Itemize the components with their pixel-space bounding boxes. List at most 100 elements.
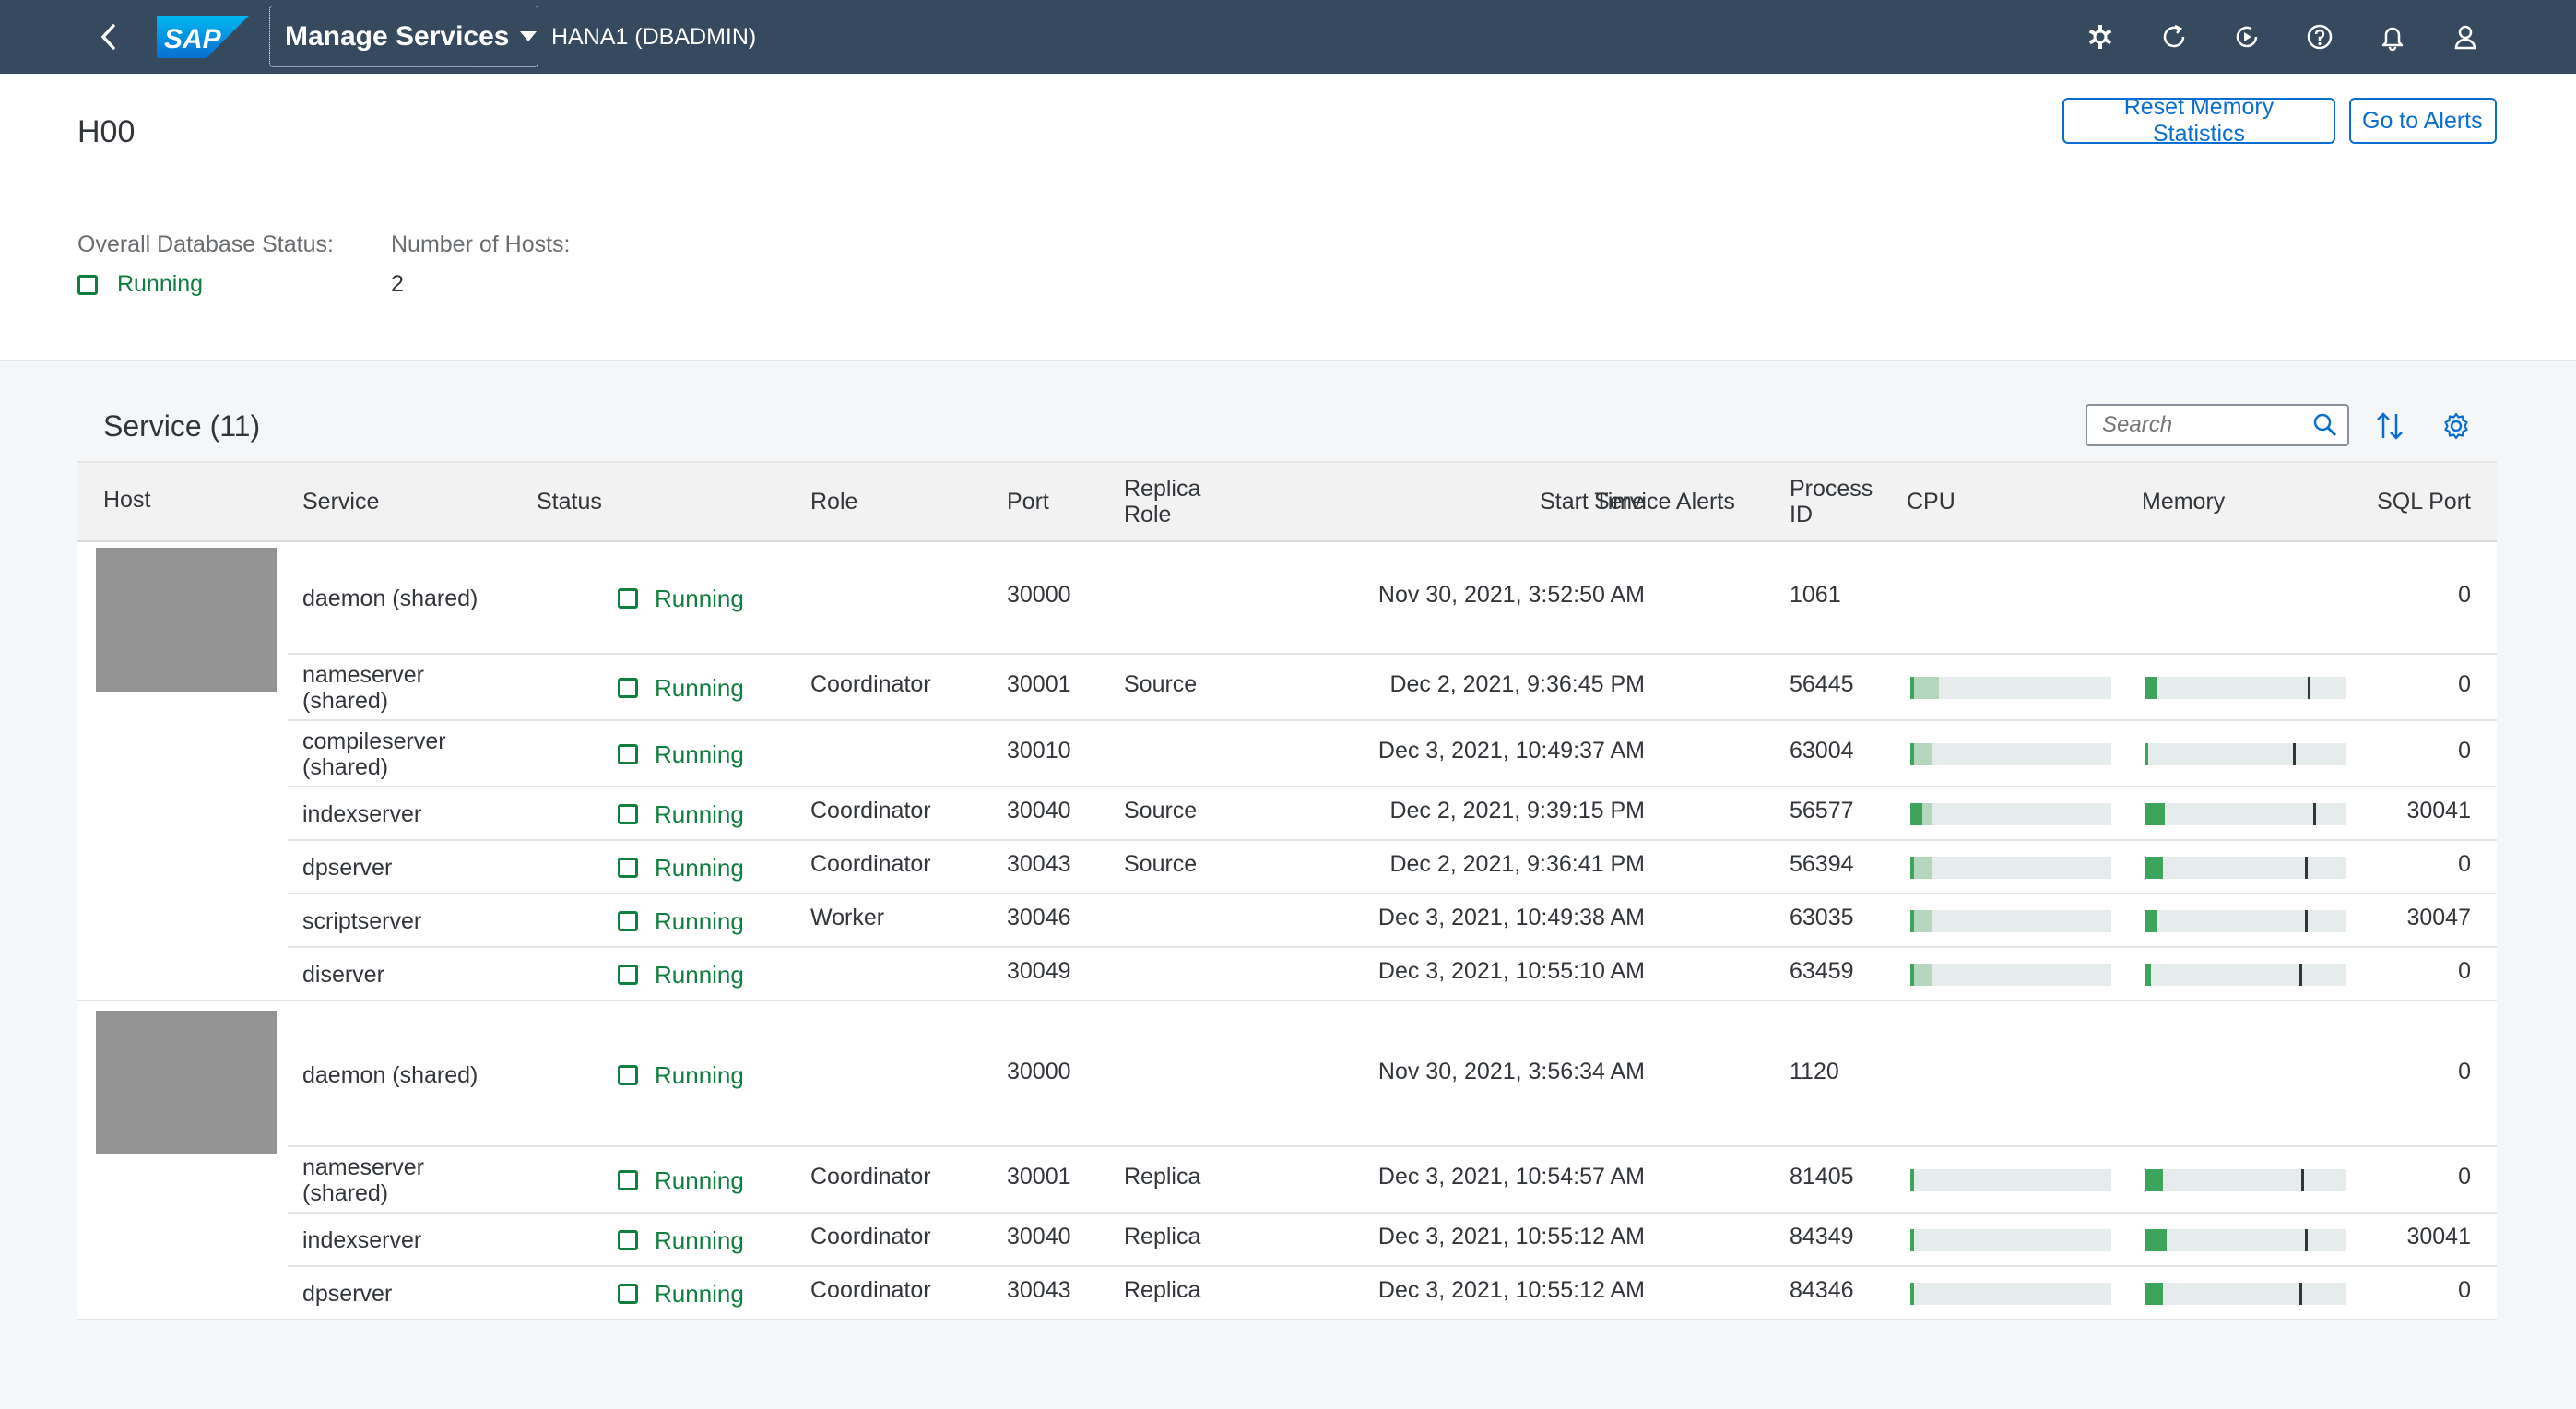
- memory-bar-marker: [2298, 1283, 2302, 1305]
- sort-icon[interactable]: [2371, 408, 2408, 444]
- service-name: diserver: [302, 962, 384, 988]
- col-replica-role[interactable]: Replica Role: [1124, 476, 1200, 527]
- memory-bar-marker: [2305, 1229, 2309, 1251]
- sql-port-cell: 30047: [2406, 905, 2471, 930]
- col-status[interactable]: Status: [537, 489, 602, 515]
- memory-bar: [2145, 1229, 2346, 1251]
- process-id-cell: 63459: [1790, 958, 1854, 984]
- start-time-cell: Dec 2, 2021, 9:36:41 PM: [1389, 851, 1645, 877]
- table-body: daemon (shared) Running 30000 1061 Nov 30, 2…: [77, 542, 2497, 1320]
- cpu-bar-peak: [1910, 743, 1915, 765]
- replica-role-cell: Source: [1124, 671, 1198, 697]
- logo-text: SAP: [164, 24, 222, 54]
- cpu-bar: [1910, 677, 2111, 699]
- replica-role-cell: Source: [1124, 798, 1198, 823]
- memory-bar-marker: [2305, 857, 2309, 879]
- start-time-cell: Dec 3, 2021, 10:55:10 AM: [1377, 958, 1645, 984]
- table-title: Service (11): [103, 409, 261, 443]
- cpu-bar-peak: [1910, 1169, 1915, 1191]
- table-row[interactable]: diserver Running 30049 63459 Dec 3, 2021, 10…: [288, 948, 2497, 1001]
- table-row[interactable]: daemon (shared) Running 30000 1120 Nov 30, 2…: [288, 1003, 2497, 1147]
- status-square-icon: [618, 588, 638, 609]
- start-time-cell: Nov 30, 2021, 3:52:50 AM: [1377, 582, 1645, 608]
- memory-bar-fill: [2145, 964, 2151, 986]
- caret-down-icon: [520, 31, 538, 41]
- sql-port-cell: 0: [2458, 738, 2471, 764]
- port-cell: 30040: [1007, 798, 1071, 823]
- col-service[interactable]: Service: [302, 489, 380, 515]
- process-id-cell: 63004: [1790, 738, 1854, 764]
- status-square-icon: [77, 275, 98, 296]
- col-cpu[interactable]: CPU: [1907, 489, 1956, 515]
- host-image-placeholder: [96, 1011, 277, 1154]
- cpu-bar-peak: [1910, 803, 1923, 825]
- user-avatar-icon[interactable]: [2447, 18, 2484, 55]
- table-row[interactable]: scriptserver Running Worker 30046 63035 Dec 3…: [288, 894, 2497, 948]
- col-start-time[interactable]: Start Time: [1540, 489, 1645, 515]
- status-cell: Running: [618, 1281, 744, 1307]
- start-time-cell: Dec 3, 2021, 10:49:37 AM: [1377, 738, 1645, 764]
- settings-gear-icon[interactable]: [2438, 408, 2475, 444]
- reset-memory-statistics-button[interactable]: Reset Memory Statistics: [2062, 94, 2335, 147]
- process-id-cell: 63035: [1790, 905, 1854, 930]
- status-square-icon: [618, 804, 638, 824]
- role-cell: Coordinator: [810, 1164, 931, 1190]
- memory-bar: [2145, 910, 2346, 932]
- col-process-id[interactable]: Process ID: [1790, 476, 1873, 527]
- col-host[interactable]: Host: [103, 487, 151, 513]
- status-text: Running: [655, 1061, 744, 1089]
- table-row[interactable]: nameserver (shared) Running Coordinator 3000…: [288, 655, 2497, 721]
- col-sql-port[interactable]: SQL Port: [2377, 489, 2471, 515]
- table-toolbar: Service (11): [77, 395, 2497, 461]
- cpu-bar: [1910, 1229, 2111, 1251]
- process-id-cell: 84349: [1790, 1224, 1854, 1249]
- service-name-line1: nameserver: [302, 1154, 424, 1180]
- col-memory[interactable]: Memory: [2142, 489, 2226, 515]
- sql-port-cell: 0: [2458, 851, 2471, 877]
- status-square-icon: [618, 1170, 638, 1190]
- memory-bar-marker: [2307, 677, 2310, 699]
- refresh-icon[interactable]: [2156, 18, 2192, 55]
- cpu-bar-fill: [1910, 964, 1932, 986]
- col-service-alerts[interactable]: Service Alerts: [1594, 489, 1735, 515]
- table-row[interactable]: indexserver Running Coordinator 30040 Source…: [288, 787, 2497, 841]
- cpu-bar-fill: [1910, 857, 1932, 879]
- table-row[interactable]: nameserver (shared) Running Coordinator 3000…: [288, 1147, 2497, 1214]
- go-to-alerts-button[interactable]: Go to Alerts: [2349, 98, 2497, 144]
- search-icon[interactable]: [2312, 412, 2338, 443]
- app-menu-button[interactable]: Manage Services: [269, 6, 538, 67]
- replica-role-cell: Source: [1124, 851, 1198, 877]
- cpu-bar: [1910, 1169, 2111, 1191]
- table-row[interactable]: compileserver (shared) Running 30010 63004 De…: [288, 721, 2497, 787]
- start-time-cell: Dec 3, 2021, 10:55:12 AM: [1377, 1224, 1645, 1249]
- services-table-panel: Service (11) Host Service Status Role Po…: [77, 395, 2497, 1320]
- sap-logo[interactable]: SAP: [157, 16, 249, 58]
- back-button[interactable]: [90, 18, 127, 55]
- status-square-icon: [618, 678, 638, 698]
- table-header-row: Host Service Status Role Port Replica Ro…: [77, 461, 2497, 542]
- run-icon[interactable]: [2228, 18, 2265, 55]
- product-switch-icon[interactable]: [2082, 18, 2119, 55]
- search-field[interactable]: [2086, 404, 2349, 446]
- table-row[interactable]: indexserver Running Coordinator 30040 Replic…: [288, 1214, 2497, 1267]
- table-row[interactable]: dpserver Running Coordinator 30043 Source 563…: [288, 841, 2497, 894]
- search-input[interactable]: [2102, 412, 2305, 438]
- memory-bar-marker: [2298, 964, 2302, 986]
- notification-bell-icon[interactable]: [2374, 18, 2411, 55]
- status-text: Running: [655, 1166, 744, 1194]
- cpu-bar: [1910, 910, 2111, 932]
- status-square-icon: [618, 858, 638, 878]
- process-id-cell: 84346: [1790, 1277, 1854, 1303]
- status-cell: Running: [618, 1062, 744, 1088]
- replica-role-cell: Replica: [1124, 1224, 1201, 1249]
- col-port[interactable]: Port: [1007, 489, 1049, 515]
- col-role[interactable]: Role: [810, 489, 858, 515]
- status-square-icon: [618, 1284, 638, 1304]
- overall-status-label: Overall Database Status:: [77, 231, 334, 257]
- table-row[interactable]: dpserver Running Coordinator 30043 Replica 84…: [288, 1267, 2497, 1320]
- hosts-value: 2: [391, 271, 404, 297]
- table-row[interactable]: daemon (shared) Running 30000 1061 Nov 30, 2…: [288, 542, 2497, 655]
- port-cell: 30000: [1007, 582, 1071, 608]
- help-icon[interactable]: [2301, 18, 2338, 55]
- memory-bar-marker: [2301, 1169, 2305, 1191]
